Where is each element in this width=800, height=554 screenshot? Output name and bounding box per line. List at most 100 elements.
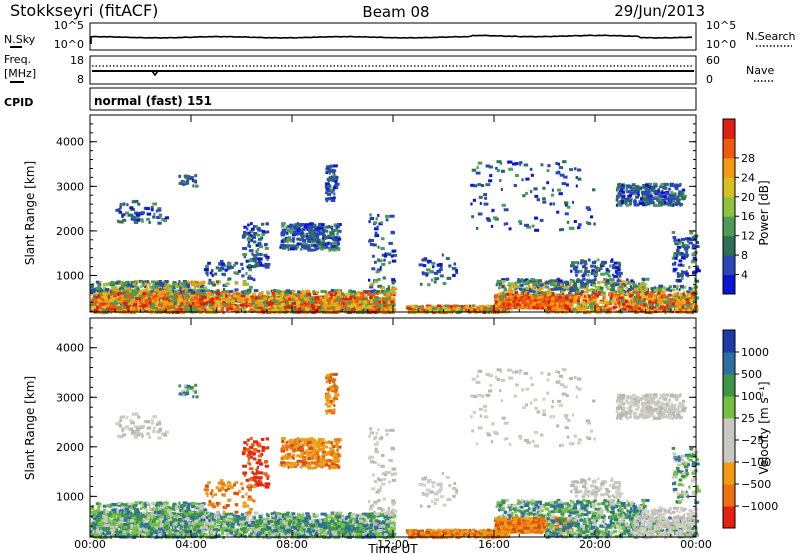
power-cell <box>591 296 596 300</box>
power-cell <box>256 298 261 302</box>
power-cell <box>150 311 153 315</box>
power-cell <box>350 301 356 304</box>
power-cell <box>341 293 345 297</box>
power-cell <box>220 300 224 304</box>
power-cell <box>320 231 326 235</box>
power-cell <box>90 288 96 292</box>
power-cell <box>529 280 533 283</box>
power-cell <box>627 289 630 293</box>
power-cell <box>148 283 151 287</box>
power-cell <box>636 298 640 301</box>
power-cell <box>350 292 353 296</box>
power-cell <box>657 291 661 295</box>
power-cell <box>374 302 378 306</box>
power-cell <box>231 305 236 309</box>
power-cell <box>573 307 576 311</box>
power-cell <box>614 290 618 294</box>
power-cell <box>500 291 503 295</box>
power-cell <box>93 299 99 303</box>
power-cell <box>217 304 220 308</box>
power-cell <box>478 305 484 309</box>
power-cell <box>280 303 286 306</box>
power-cell <box>191 288 197 292</box>
power-cell <box>279 296 283 300</box>
power-cell <box>145 286 149 290</box>
power-cell <box>236 296 240 300</box>
power-cell <box>353 300 356 304</box>
power-cell <box>419 305 424 309</box>
power-cell <box>143 285 148 289</box>
power-cell <box>130 300 133 304</box>
power-cell <box>507 288 512 292</box>
power-cell <box>95 286 100 290</box>
power-cell <box>558 283 563 287</box>
power-cell <box>277 307 281 311</box>
power-cell <box>550 283 555 287</box>
power-cell <box>171 289 174 293</box>
power-cell <box>226 305 232 308</box>
power-cell <box>609 296 613 300</box>
power-cell <box>230 294 234 298</box>
power-cell <box>596 307 600 310</box>
power-cell <box>636 294 639 297</box>
power-cell <box>330 296 334 300</box>
power-cell <box>335 300 339 304</box>
power-cell <box>182 280 188 283</box>
power-cell <box>310 237 314 241</box>
power-cell <box>272 291 275 295</box>
power-cell <box>97 284 100 287</box>
power-cell <box>237 298 241 302</box>
power-cell <box>667 293 672 297</box>
power-cell <box>667 287 671 291</box>
power-cell <box>166 309 171 313</box>
power-cell <box>98 280 102 284</box>
power-cell <box>349 297 353 301</box>
power-cell <box>688 286 692 290</box>
power-cell <box>286 301 289 305</box>
power-cell <box>666 296 670 300</box>
power-cell <box>678 293 683 297</box>
power-cell <box>538 288 542 292</box>
power-cell <box>142 280 145 284</box>
power-cell <box>101 295 104 299</box>
power-cell <box>162 305 165 309</box>
power-cell <box>630 285 632 289</box>
power-cell <box>498 286 501 290</box>
power-cell <box>150 280 156 284</box>
noise-search-label: N.Search <box>746 30 796 43</box>
power-cell <box>313 290 316 294</box>
power-cell <box>119 286 123 290</box>
power-cell <box>586 288 592 292</box>
power-cell <box>513 287 518 291</box>
power-cell <box>110 283 115 287</box>
power-cell <box>655 301 659 305</box>
power-cell <box>443 307 448 311</box>
power-cell <box>341 301 347 305</box>
power-cell <box>344 298 350 301</box>
power-cell <box>263 296 268 300</box>
power-cell <box>615 298 620 302</box>
frequency-panel: Freq. [MHz] 18 8 60 0 Nave <box>4 53 774 86</box>
power-cell <box>171 293 174 297</box>
power-cell <box>201 292 206 296</box>
power-cell <box>627 308 632 312</box>
power-cell <box>392 291 397 295</box>
power-cell <box>354 300 358 304</box>
power-cell <box>182 292 186 296</box>
power-cell <box>573 281 578 285</box>
power-cell <box>386 294 391 298</box>
power-cell <box>191 302 195 305</box>
power-cell <box>95 296 101 300</box>
station-title: Stokkseyri (fitACF) <box>10 1 158 20</box>
power-cell <box>344 305 349 309</box>
power-cell <box>633 297 637 301</box>
power-cell <box>305 308 309 312</box>
power-cell <box>546 294 550 298</box>
power-cell <box>315 235 319 239</box>
power-cell <box>450 305 455 309</box>
power-cell <box>603 308 606 312</box>
power-cell <box>159 287 162 291</box>
power-cell <box>196 290 200 294</box>
power-cell <box>682 285 687 289</box>
power-cell <box>110 304 116 308</box>
